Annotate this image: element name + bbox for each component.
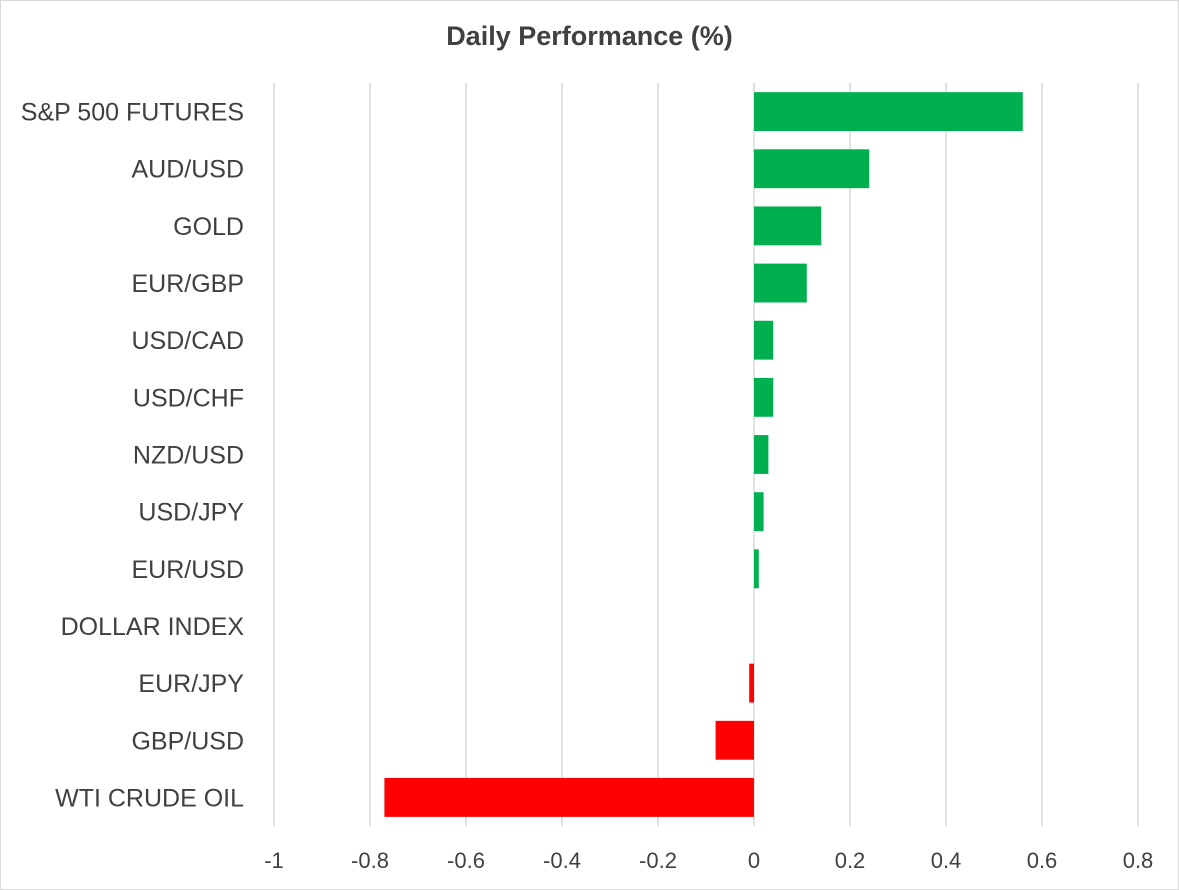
category-label: S&P 500 FUTURES <box>21 99 244 127</box>
x-tick-label: -1 <box>264 848 284 873</box>
category-label: EUR/USD <box>131 556 244 584</box>
bar <box>754 263 807 303</box>
bar <box>754 492 764 532</box>
bar <box>754 377 774 417</box>
x-tick-label: -0.8 <box>351 848 389 873</box>
category-label: GOLD <box>173 213 244 241</box>
bar <box>384 777 754 817</box>
category-label: WTI CRUDE OIL <box>55 784 244 812</box>
x-tick-label: 0.6 <box>1027 848 1058 873</box>
category-label: NZD/USD <box>133 442 244 470</box>
bar <box>754 206 822 246</box>
bar <box>715 720 754 760</box>
gridlines <box>273 83 1139 826</box>
category-label: EUR/GBP <box>131 270 244 298</box>
x-tick-label: -0.4 <box>543 848 581 873</box>
chart-title: Daily Performance (%) <box>446 21 733 51</box>
bars <box>384 92 1023 817</box>
category-label: USD/CHF <box>133 384 244 412</box>
category-label: USD/CAD <box>131 327 244 355</box>
bar <box>754 320 774 360</box>
category-label: EUR/JPY <box>138 670 244 698</box>
x-tick-labels: -1 -0.8 -0.6 -0.4 -0.2 0 0.2 0.4 0.6 0.8 <box>264 848 1153 873</box>
category-labels: S&P 500 FUTURES AUD/USD GOLD EUR/GBP USD/CAD… <box>21 99 245 813</box>
category-label: USD/JPY <box>138 499 244 527</box>
bar <box>754 92 1023 132</box>
bar <box>754 549 759 589</box>
category-label: AUD/USD <box>131 156 244 184</box>
x-tick-label: 0 <box>748 848 760 873</box>
x-tick-label: -0.6 <box>447 848 485 873</box>
x-tick-label: 0.4 <box>931 848 962 873</box>
bar <box>754 435 769 474</box>
x-tick-label: 0.8 <box>1123 848 1154 873</box>
category-label: GBP/USD <box>131 727 244 755</box>
bar <box>749 663 754 703</box>
x-tick-label: 0.2 <box>835 848 866 873</box>
x-tick-label: -0.2 <box>639 848 677 873</box>
bar <box>754 149 870 189</box>
category-label: DOLLAR INDEX <box>61 613 245 641</box>
